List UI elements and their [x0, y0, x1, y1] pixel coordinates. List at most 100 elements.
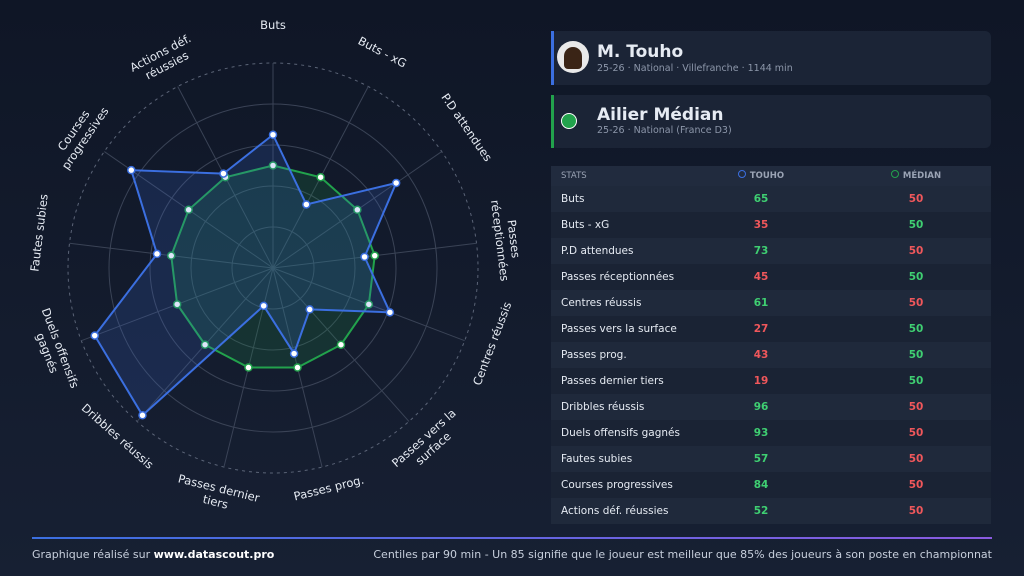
stat-name: Passes dernier tiers [561, 375, 664, 387]
series-area [93, 133, 398, 417]
data-point [268, 130, 278, 139]
median-value: 50 [908, 219, 924, 231]
data-point [259, 301, 268, 311]
data-point [293, 363, 302, 372]
data-point [244, 363, 253, 372]
player-value: 93 [753, 427, 769, 439]
header-series: Touho [731, 166, 791, 186]
data-point [353, 205, 362, 215]
player-value: 27 [753, 323, 769, 335]
stat-name: Actions déf. réussies [561, 505, 669, 517]
footer-note: Centiles par 90 min - Un 85 signifie que… [373, 548, 992, 561]
series-area [170, 164, 376, 369]
stat-name: Buts [561, 193, 585, 205]
data-point [289, 349, 299, 358]
data-point [385, 308, 395, 317]
table-row: P.D attendues 73 50 [551, 238, 991, 264]
table-row: Duels offensifs gagnés 93 50 [551, 420, 991, 446]
data-point [166, 251, 176, 260]
data-point [305, 305, 314, 314]
table-row: Passes dernier tiers 19 50 [551, 368, 991, 394]
reference-card: Ailier Médian 25-26 · National (France D… [551, 95, 991, 148]
table-row: Dribbles réussis 96 50 [551, 394, 991, 420]
stat-name: P.D attendues [561, 245, 634, 257]
legend-label: Touho [749, 171, 785, 181]
data-point [302, 200, 311, 209]
divider [32, 537, 992, 539]
player-value: 65 [753, 193, 769, 205]
reference-dot [561, 113, 577, 129]
footer-site: www.datascout.pro [153, 548, 275, 561]
table-row: Passes vers la surface 27 50 [551, 316, 991, 342]
table-header: STATS Touho Médian [551, 166, 991, 186]
table-row: Courses progressives 84 50 [551, 472, 991, 498]
data-point [219, 169, 228, 178]
median-value: 50 [908, 505, 924, 517]
median-value: 50 [908, 323, 924, 335]
legend-dot [890, 170, 899, 178]
header-stats: STATS [561, 171, 587, 181]
player-value: 96 [753, 401, 769, 413]
player-name: M. Touho [597, 42, 684, 62]
stat-name: Passes vers la surface [561, 323, 677, 335]
data-point [184, 205, 193, 215]
accent [551, 95, 554, 148]
header-series: Médian [886, 166, 946, 186]
grid-circle [67, 62, 479, 474]
stat-name: Passes prog. [561, 349, 627, 361]
player-value: 73 [753, 245, 769, 257]
player-value: 19 [753, 375, 769, 387]
player-value: 84 [753, 479, 769, 491]
data-point [172, 300, 182, 309]
player-info: 25-26 · National · Villefranche · 1144 m… [597, 63, 793, 74]
median-value: 50 [908, 271, 924, 283]
data-point [336, 340, 346, 349]
footer-text: Graphique réalisé sur [32, 548, 151, 561]
table-row: Buts 65 50 [551, 186, 991, 212]
data-point [370, 251, 380, 260]
median-value: 50 [908, 297, 924, 309]
data-point [152, 249, 162, 259]
median-value: 50 [908, 245, 924, 257]
data-point [316, 172, 325, 182]
data-point [127, 165, 136, 175]
median-value: 50 [908, 193, 924, 205]
median-value: 50 [908, 401, 924, 413]
data-point [391, 178, 401, 188]
median-value: 50 [908, 427, 924, 439]
table-row: Passes réceptionnées 45 50 [551, 264, 991, 290]
stat-name: Duels offensifs gagnés [561, 427, 680, 439]
player-value: 43 [753, 349, 769, 361]
data-point [364, 300, 374, 309]
data-point [90, 331, 99, 340]
player-value: 52 [753, 505, 769, 517]
axis-label: Buts [260, 18, 286, 32]
player-value: 61 [753, 297, 769, 309]
avatar [557, 41, 589, 73]
reference-info: 25-26 · National (France D3) [597, 125, 732, 136]
data-point [138, 411, 147, 420]
footer-left: Graphique réalisé sur www.datascout.pro [32, 548, 274, 561]
accent [551, 31, 554, 85]
legend-label: Médian [902, 171, 942, 181]
data-point [200, 340, 210, 349]
data-point [268, 161, 278, 170]
player-value: 57 [753, 453, 769, 465]
table-row: Centres réussis 61 50 [551, 290, 991, 316]
stat-name: Passes réceptionnées [561, 271, 675, 283]
table-row: Passes prog. 43 50 [551, 342, 991, 368]
player-value: 45 [753, 271, 769, 283]
stat-name: Fautes subies [561, 453, 633, 465]
median-value: 50 [908, 375, 924, 387]
table-row: Fautes subies 57 50 [551, 446, 991, 472]
data-point [360, 252, 369, 262]
player-card: M. Touho 25-26 · National · Villefranche… [551, 31, 991, 85]
median-value: 50 [908, 349, 924, 361]
stat-name: Courses progressives [561, 479, 673, 491]
table-row: Actions déf. réussies 52 50 [551, 498, 991, 524]
stat-name: Buts - xG [561, 219, 610, 231]
legend-dot [737, 170, 746, 178]
median-value: 50 [908, 479, 924, 491]
